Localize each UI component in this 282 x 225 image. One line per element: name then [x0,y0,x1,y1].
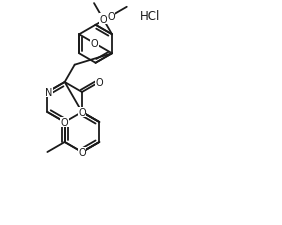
Text: O: O [99,15,107,25]
Text: O: O [78,108,86,117]
Text: N: N [45,88,52,98]
Text: O: O [96,78,103,88]
Text: O: O [91,39,98,49]
Text: O: O [107,12,115,22]
Text: HCl: HCl [140,9,160,22]
Text: O: O [61,117,69,127]
Text: O: O [78,147,86,157]
